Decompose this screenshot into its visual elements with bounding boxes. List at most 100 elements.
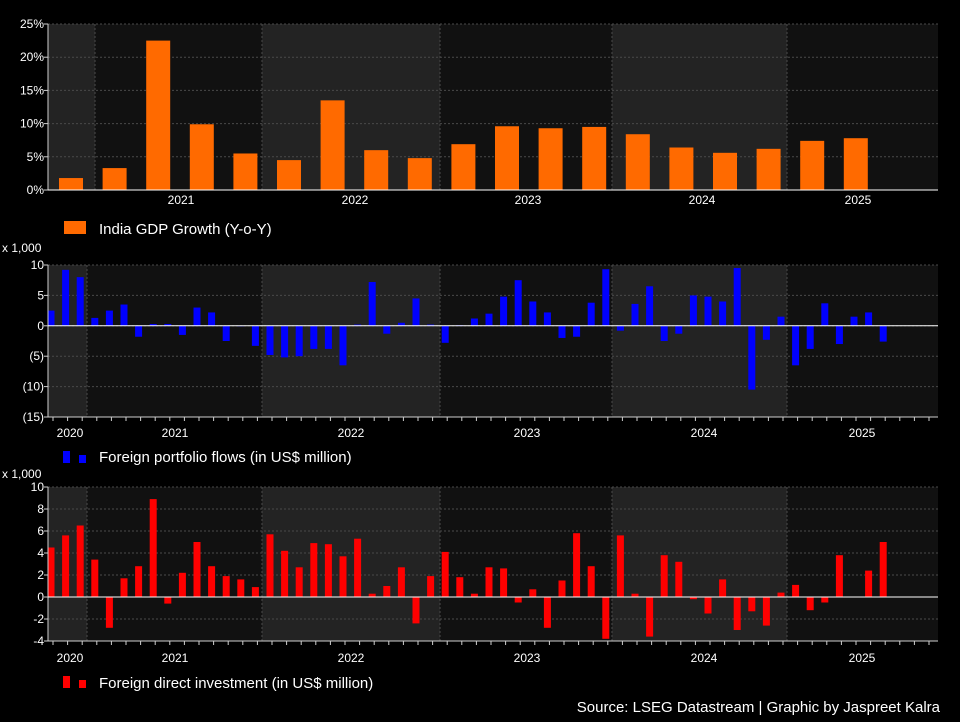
fpi-bar — [266, 325, 274, 355]
gdp-bar — [756, 148, 781, 190]
fdi-bar — [354, 538, 362, 597]
fpi-bar — [500, 296, 508, 326]
fpi-y-tick-label: (15) — [23, 410, 44, 424]
fdi-bar — [733, 597, 741, 630]
fdi-band — [787, 487, 938, 641]
fdi-year-bands — [48, 487, 938, 641]
fdi-y-tick-label: 6 — [37, 524, 44, 538]
fdi-bar — [821, 597, 829, 603]
gdp-year-label: 2023 — [515, 193, 542, 207]
fpi-bar — [383, 325, 391, 334]
fdi-bar — [748, 597, 756, 612]
fdi-bar — [704, 597, 712, 614]
fpi-bar — [806, 325, 814, 349]
fpi-bar — [573, 325, 581, 337]
fpi-axis — [44, 264, 938, 421]
fdi-bar — [631, 593, 639, 597]
fdi-bar — [529, 589, 537, 597]
gdp-legend: India GDP Growth (Y-o-Y) — [64, 221, 272, 238]
fdi-year-label: 2020 — [57, 651, 84, 665]
fpi-bar — [689, 295, 697, 326]
fdi-x-tick-labels: 2020 2021 2022 2023 2024 2025 — [57, 651, 876, 665]
fpi-bar — [135, 325, 143, 337]
fdi-year-label: 2025 — [849, 651, 876, 665]
fdi-bar — [105, 597, 113, 628]
fdi-bar — [689, 597, 697, 600]
fdi-bar — [441, 551, 449, 597]
fpi-bar — [149, 323, 157, 326]
fpi-bar — [368, 282, 376, 326]
gdp-bar — [102, 168, 127, 190]
gdp-y-tick-label: 10% — [20, 117, 44, 131]
fdi-legend: Foreign direct investment (in US$ millio… — [63, 675, 373, 692]
fpi-year-label: 2023 — [514, 426, 541, 440]
fpi-bar — [485, 313, 493, 326]
fdi-bar — [368, 593, 376, 597]
fpi-bar — [762, 325, 770, 340]
fdi-bar — [324, 544, 332, 597]
fdi-bar — [616, 535, 624, 597]
fpi-bar — [631, 303, 639, 326]
fpi-bar — [792, 325, 800, 366]
fpi-bar — [208, 312, 216, 326]
fpi-legend-label: Foreign portfolio flows (in US$ million) — [99, 449, 352, 466]
gdp-year-label: 2022 — [342, 193, 369, 207]
fpi-bar — [470, 318, 478, 326]
gdp-y-tick-label: 5% — [27, 150, 45, 164]
gdp-bar — [538, 128, 563, 190]
fpi-bar — [354, 324, 362, 326]
fpi-bar — [529, 301, 537, 326]
fpi-y-tick-labels: 10 5 0 (5) (10) (15) — [23, 258, 45, 424]
fdi-y-tick-label: -2 — [33, 612, 44, 626]
fpi-x-tick-labels: 2020 2021 2022 2023 2024 2025 — [57, 426, 876, 440]
fpi-bar — [660, 325, 668, 341]
fdi-year-label: 2022 — [338, 651, 365, 665]
fpi-y-tick-label: (10) — [23, 380, 44, 394]
fdi-bar — [266, 534, 274, 597]
fdi-bar — [792, 584, 800, 597]
fdi-bar — [806, 597, 814, 611]
fpi-bar — [324, 325, 332, 349]
fpi-bar — [120, 304, 128, 326]
fdi-bar — [762, 597, 770, 626]
fpi-year-label: 2025 — [849, 426, 876, 440]
fdi-year-label: 2023 — [514, 651, 541, 665]
fpi-legend: Foreign portfolio flows (in US$ million) — [63, 449, 352, 466]
fdi-bar — [120, 578, 128, 597]
fpi-bar — [222, 325, 230, 341]
fpi-y-tick-label: 10 — [31, 258, 45, 272]
fpi-bar — [865, 312, 873, 326]
fdi-multiplier: x 1,000 — [2, 467, 42, 481]
fdi-legend-swatch-b — [79, 680, 86, 688]
gdp-legend-swatch — [64, 221, 86, 234]
fdi-y-tick-label: 4 — [37, 546, 44, 560]
fpi-bar — [514, 280, 522, 326]
fpi-bar — [733, 268, 741, 326]
fdi-bar — [135, 566, 143, 597]
fdi-bar — [76, 525, 84, 597]
fdi-bar — [777, 592, 785, 597]
fdi-bar — [208, 566, 216, 597]
fpi-bar — [178, 325, 186, 335]
fpi-bar — [441, 325, 449, 343]
fdi-bar — [383, 586, 391, 597]
fpi-bar — [397, 322, 405, 326]
gdp-bar — [713, 152, 737, 190]
fdi-bar — [193, 542, 201, 597]
gdp-year-label: 2024 — [689, 193, 716, 207]
gdp-y-tick-label: 0% — [27, 183, 45, 197]
fdi-y-tick-labels: 10 8 6 4 2 0 -2 -4 — [31, 480, 45, 648]
fdi-y-tick-label: 8 — [37, 502, 44, 516]
fpi-bar — [251, 325, 259, 346]
fdi-bar — [427, 576, 435, 597]
fdi-y-tick-label: 0 — [37, 590, 44, 604]
fdi-y-tick-label: 10 — [31, 480, 45, 494]
fpi-bar — [558, 325, 566, 338]
gdp-year-label: 2025 — [845, 193, 872, 207]
fpi-bar — [281, 325, 289, 358]
fpi-bar — [719, 301, 727, 326]
fdi-bar — [281, 550, 289, 597]
fdi-bar — [456, 577, 464, 597]
fdi-bar — [251, 587, 259, 597]
